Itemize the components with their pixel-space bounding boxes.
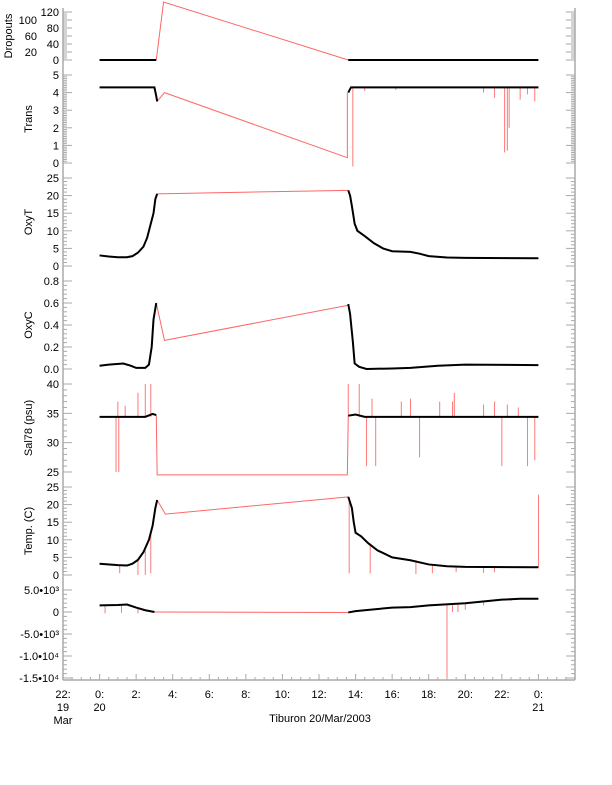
y-tick-label: 120 <box>41 7 59 19</box>
x-tick-label: 2: <box>132 689 141 701</box>
y-tick-label: 0 <box>53 570 59 582</box>
y-tick-label: 5.0•10³ <box>24 585 59 597</box>
y-tick-label: 4 <box>53 88 59 100</box>
y-tick-label: 0 <box>53 55 59 67</box>
y-axis-label: Temp. (C) <box>23 507 35 555</box>
x-tick-label: 20 <box>93 702 105 714</box>
good-data-line <box>347 496 539 569</box>
y-tick-label: 20 <box>47 191 59 203</box>
x-tick-label: 20: <box>458 689 473 701</box>
panel-dropouts: 0 20 40 60 80 100 120 Dropouts <box>3 1 575 67</box>
y-tick-label: 40 <box>47 379 59 391</box>
y-tick-label: 40 <box>47 39 59 51</box>
y-tick-label: -1.5•10⁴ <box>19 673 59 685</box>
good-data-line <box>99 603 155 613</box>
good-data-line <box>99 412 157 418</box>
y-tick-label: 10 <box>47 535 59 547</box>
x-tick-label: 8: <box>241 689 250 701</box>
x-tick-label: 12: <box>311 689 326 701</box>
y-tick-label: 3 <box>53 105 59 117</box>
panel-data <box>99 597 539 678</box>
y-tick-label: 20 <box>25 47 37 59</box>
x-tick-label: Mar <box>54 715 73 727</box>
y-tick-label: 2 <box>53 123 59 135</box>
x-axis-label: Tiburon 20/Mar/2003 <box>269 713 371 725</box>
y-tick-label: 0.8 <box>44 276 59 288</box>
y-tick-label: 100 <box>19 15 37 27</box>
good-data-line <box>347 303 539 371</box>
x-tick-label: 18: <box>421 689 436 701</box>
panel-data <box>99 86 539 167</box>
y-tick-label: 0.2 <box>44 342 59 354</box>
y-tick-label: 25 <box>47 482 59 494</box>
panel-data <box>99 189 539 260</box>
x-tick-label: 22: <box>494 689 509 701</box>
panel-oxyc: 0.0 0.2 0.4 0.6 0.8 OxyC <box>23 276 575 376</box>
x-tick-label: 16: <box>384 689 399 701</box>
panel-data <box>99 384 539 476</box>
panel-oxyt: 0 5 10 15 20 25 OxyT <box>23 173 575 273</box>
y-tick-label: 80 <box>47 23 59 35</box>
flagged-data-line <box>155 1 349 61</box>
flagged-data-line <box>157 189 349 195</box>
good-data-line <box>99 499 159 567</box>
good-data-line <box>348 597 539 614</box>
y-axis-label: OxyT <box>23 209 35 236</box>
y-tick-label: 0 <box>53 261 59 273</box>
flagged-data-line <box>155 302 349 341</box>
y-tick-label: 25 <box>47 173 59 185</box>
y-axis-label: Dropouts <box>3 13 15 58</box>
y-tick-label: 25 <box>47 467 59 479</box>
x-tick-label: 0: <box>95 689 104 701</box>
y-tick-label: 30 <box>47 438 59 450</box>
y-tick-label: 60 <box>25 31 37 43</box>
x-tick-label: 22: <box>55 689 70 701</box>
x-tick-label: 0: <box>534 689 543 701</box>
x-tick-label: 21 <box>532 702 544 714</box>
panel-trans: 0 1 2 3 4 5 Trans <box>23 70 575 170</box>
x-tick-label: 14: <box>348 689 363 701</box>
good-data-line <box>348 413 539 418</box>
y-tick-label: 0 <box>53 607 59 619</box>
good-data-line <box>347 86 539 94</box>
x-tick-label: 6: <box>205 689 214 701</box>
panel-data <box>99 1 539 61</box>
flagged-data-line <box>156 496 349 515</box>
panel-data <box>99 494 539 575</box>
panel-temp-c: 0 5 10 15 20 25 Temp. (C) <box>23 482 575 582</box>
good-data-line <box>99 193 159 259</box>
x-tick-label: 4: <box>168 689 177 701</box>
x-tick-label: 10: <box>275 689 290 701</box>
y-tick-label: 1 <box>53 140 59 152</box>
y-tick-label: 0.4 <box>44 320 59 332</box>
y-axis-label: Sal78 (psu) <box>23 400 35 456</box>
y-tick-label: -1.0•10⁴ <box>19 651 59 663</box>
y-axis-label: OxyC <box>23 311 35 339</box>
panel-sal78-psu: 25 30 35 40 Sal78 (psu) <box>23 379 575 479</box>
good-data-line <box>99 302 158 369</box>
y-tick-label: 0.6 <box>44 298 59 310</box>
y-tick-label: 0 <box>53 158 59 170</box>
x-tick-label: 19 <box>57 702 69 714</box>
y-tick-label: 5 <box>53 243 59 255</box>
panel-bottom: 5.0•10³ 0 -5.0•10³ -1.0•10⁴ -1.5•10⁴ <box>19 585 575 685</box>
y-tick-label: 0.0 <box>44 364 59 376</box>
y-tick-label: 5 <box>53 70 59 82</box>
flagged-data-line <box>155 415 349 476</box>
y-tick-label: 10 <box>47 226 59 238</box>
flagged-data-line <box>156 92 348 159</box>
y-tick-label: -5.0•10³ <box>20 629 59 641</box>
good-data-line <box>99 86 159 102</box>
good-data-line <box>347 189 539 260</box>
y-tick-label: 20 <box>47 500 59 512</box>
panel-data <box>99 302 539 371</box>
y-tick-label: 5 <box>53 552 59 564</box>
y-axis-label: Trans <box>23 105 35 133</box>
y-tick-label: 15 <box>47 517 59 529</box>
y-tick-label: 15 <box>47 208 59 220</box>
y-tick-label: 35 <box>47 408 59 420</box>
